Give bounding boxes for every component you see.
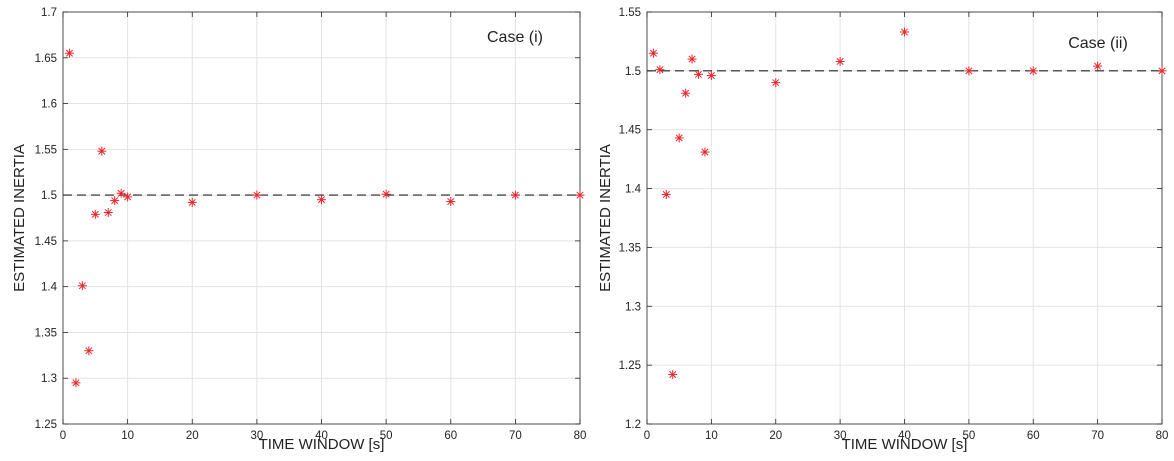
case-annotation: Case (ii): [1068, 35, 1128, 52]
y-tick-label: 1.25: [619, 360, 641, 372]
chart-case-i: 0 10 20 30 40 50 60 70 80 1.25 1.3 1.35 1.4 1.45 1.5 1.…: [11, 7, 586, 453]
data-point: [317, 195, 326, 205]
x-tick-label: 20: [186, 430, 199, 442]
data-point: [1093, 61, 1103, 71]
x-axis-label: TIME WINDOW [s]: [842, 436, 968, 453]
data-point: [64, 48, 74, 58]
data-point: [103, 208, 113, 218]
x-tick-label: 10: [705, 430, 718, 442]
y-axis-label: ESTIMATED INERTIA: [11, 144, 28, 292]
data-point: [706, 71, 716, 81]
x-tick-label: 0: [644, 430, 650, 442]
data-point: [648, 48, 658, 58]
y-tick-label: 1.3: [625, 301, 641, 313]
y-tick-label: 1.4: [41, 282, 58, 294]
chart-case-ii: 0 10 20 30 40 50 60 70 80 1.2 1.25 1.3 1.35 1.4 1.45 1.…: [597, 7, 1168, 453]
y-tick-label: 1.35: [619, 242, 641, 254]
data-point: [668, 370, 678, 380]
data-point: [71, 378, 81, 388]
data-point: [252, 190, 262, 200]
data-point: [964, 66, 974, 76]
data-point: [661, 189, 671, 199]
data-point: [575, 190, 585, 200]
data-point: [694, 69, 703, 79]
data-point: [674, 133, 684, 143]
x-tick-label: 80: [574, 430, 587, 442]
data-point: [97, 146, 107, 156]
x-tick-label: 0: [60, 430, 66, 442]
data-point: [116, 188, 126, 198]
x-tick-label: 30: [834, 430, 847, 442]
data-point: [1157, 66, 1167, 76]
x-axis-label: TIME WINDOW [s]: [259, 436, 385, 453]
y-tick-label: 1.35: [35, 327, 57, 339]
y-tick-label: 1.6: [41, 99, 57, 111]
x-tick-label: 30: [250, 430, 263, 442]
data-point: [90, 209, 100, 219]
y-tick-label: 1.45: [619, 125, 641, 137]
y-tick-label: 1.55: [619, 7, 641, 19]
x-tick-label: 70: [1091, 430, 1104, 442]
data-point: [381, 189, 391, 199]
data-point: [835, 56, 845, 66]
y-tick-label: 1.55: [35, 144, 57, 156]
x-tick-label: 20: [769, 430, 782, 442]
data-point: [187, 197, 197, 207]
y-tick-label: 1.4: [625, 184, 642, 196]
y-tick-label: 1.5: [41, 190, 57, 202]
data-point: [655, 65, 665, 75]
x-tick-label: 70: [509, 430, 522, 442]
x-tick-label: 80: [1156, 430, 1169, 442]
y-tick-label: 1.3: [41, 373, 57, 385]
data-point: [123, 192, 133, 202]
data-point: [681, 88, 691, 98]
data-point: [771, 78, 781, 88]
x-tick-label: 40: [315, 430, 328, 442]
y-tick-label: 1.25: [35, 419, 57, 431]
x-tick-label: 10: [121, 430, 134, 442]
y-tick-label: 1.7: [41, 7, 57, 19]
x-tick-label: 60: [1027, 430, 1040, 442]
data-point: [1028, 66, 1038, 76]
y-tick-label: 1.2: [625, 419, 641, 431]
data-point: [900, 27, 909, 37]
data-point: [700, 147, 710, 157]
y-axis-label: ESTIMATED INERTIA: [597, 144, 614, 292]
x-tick-label: 60: [444, 430, 457, 442]
data-point: [84, 346, 94, 356]
x-tick-label: 40: [898, 430, 911, 442]
y-tick-label: 1.65: [35, 53, 57, 65]
data-point: [687, 54, 697, 64]
data-point: [446, 197, 456, 207]
y-tick-label: 1.45: [35, 236, 57, 248]
case-annotation: Case (i): [487, 29, 543, 46]
data-point: [110, 196, 120, 206]
y-tick-label: 1.5: [625, 66, 641, 78]
x-tick-label: 50: [380, 430, 393, 442]
x-tick-label: 50: [962, 430, 975, 442]
data-point: [77, 281, 87, 291]
data-point: [510, 190, 520, 200]
